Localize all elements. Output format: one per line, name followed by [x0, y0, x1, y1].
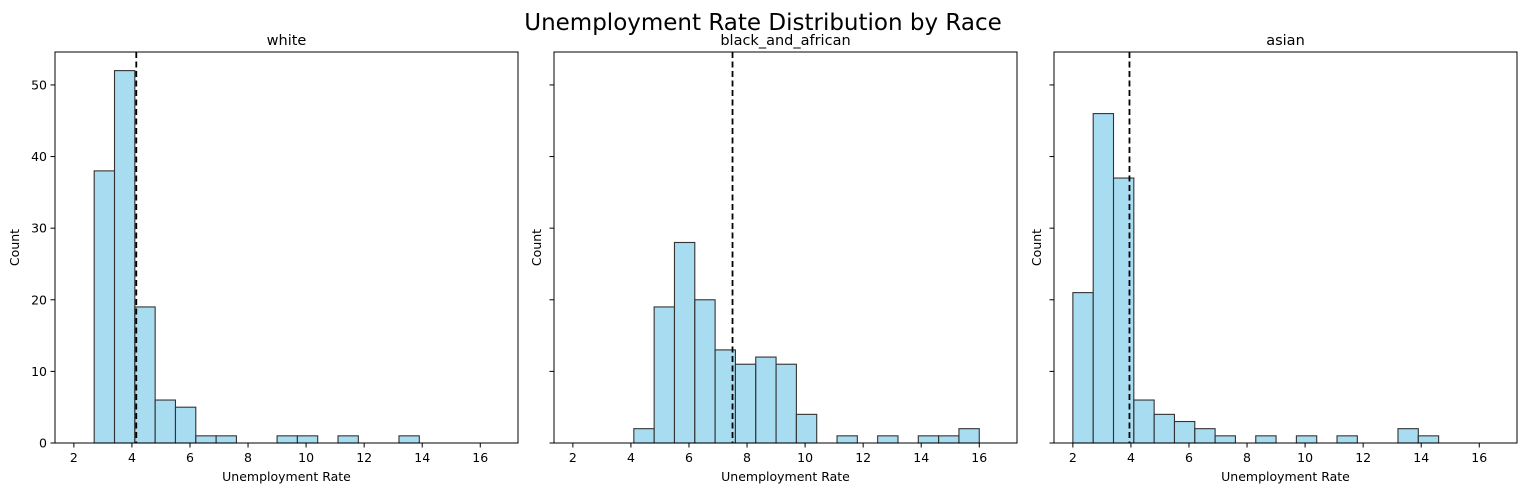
x-tick-label: 16 [1471, 450, 1487, 465]
y-tick-label: 10 [31, 364, 47, 379]
x-tick-label: 6 [685, 450, 693, 465]
histogram-bar [1214, 435, 1236, 444]
x-tick-label: 16 [971, 450, 987, 465]
histogram-bar [215, 435, 237, 444]
panel-1: 2 4 6 8 10 12 14 16 0 10 20 30 40 50 white Unemployment… [7, 33, 519, 484]
x-tick-label: 6 [1185, 450, 1193, 465]
histogram-bar [958, 428, 980, 444]
y-tick-label: 40 [31, 149, 47, 164]
x-tick-label: 8 [743, 450, 751, 465]
histogram-bar [653, 306, 676, 444]
x-tick-label: 2 [70, 450, 78, 465]
histogram-bar [276, 435, 298, 444]
histogram-bar [836, 435, 858, 444]
x-tick-label: 4 [128, 450, 136, 465]
x-tick-label: 12 [1355, 450, 1371, 465]
histogram-bar [113, 70, 136, 444]
y-tick-label: 30 [31, 221, 47, 236]
x-tick-label: 10 [298, 450, 314, 465]
x-tick-label: 4 [1127, 450, 1135, 465]
histogram-bar [1255, 435, 1277, 444]
histogram-bar [398, 435, 420, 444]
axes-frame [54, 51, 519, 444]
x-tick-label: 14 [1413, 450, 1429, 465]
figure-title: Unemployment Rate Distribution by Race [524, 10, 1002, 36]
histogram-bar [795, 413, 818, 444]
histogram-bar [877, 435, 899, 444]
y-tick-label: 0 [39, 436, 47, 451]
histogram-bar [337, 435, 359, 444]
y-tick-label: 20 [31, 292, 47, 307]
subplot-title: black_and_african [720, 33, 850, 49]
x-tick-label: 2 [569, 450, 577, 465]
x-tick-label: 8 [244, 450, 252, 465]
histogram-bar [734, 363, 757, 444]
histogram-bar [1397, 428, 1419, 444]
x-tick-label: 2 [1069, 450, 1077, 465]
histogram-bar [296, 435, 319, 444]
x-tick-label: 8 [1243, 450, 1251, 465]
x-axis-label: Unemployment Rate [721, 469, 850, 484]
histogram-bar [1112, 177, 1135, 444]
histogram-bar [1336, 435, 1358, 444]
x-tick-label: 6 [186, 450, 194, 465]
x-tick-label: 12 [356, 450, 372, 465]
x-axis-label: Unemployment Rate [1221, 469, 1350, 484]
histogram-bar [1153, 413, 1176, 444]
x-tick-label: 14 [913, 450, 929, 465]
histogram-bar [775, 363, 797, 444]
x-tick-label: 12 [855, 450, 871, 465]
histogram-bar [1417, 435, 1440, 444]
y-axis-label: Count [1029, 229, 1044, 266]
histogram-bar [917, 435, 940, 444]
axes-frame [553, 51, 1018, 444]
histogram-bar [938, 435, 960, 444]
x-tick-label: 10 [797, 450, 813, 465]
histogram-bar [154, 399, 177, 444]
histogram-bar [1133, 399, 1155, 444]
panel-2: 2 4 6 8 10 12 14 16 black_and_african Unemploymen… [529, 33, 1018, 484]
histogram-bar [93, 170, 116, 444]
histogram-bar [694, 299, 716, 444]
x-tick-label: 4 [627, 450, 635, 465]
y-axis-label: Count [529, 229, 544, 266]
histogram-bar [633, 428, 655, 444]
histogram-bar [134, 306, 156, 444]
x-tick-label: 16 [472, 450, 488, 465]
axes-frame [1053, 51, 1518, 444]
histogram-bar [1173, 420, 1196, 444]
histogram-bar [195, 435, 217, 444]
histogram-bar [673, 241, 696, 444]
histogram-bar [1295, 435, 1318, 444]
x-tick-label: 14 [414, 450, 430, 465]
panel-3: 2 4 6 8 10 12 14 16 asian Unemployment Rate Count [1029, 33, 1518, 484]
histogram-bar [1194, 428, 1216, 444]
x-tick-label: 10 [1297, 450, 1313, 465]
histogram-bar [1092, 113, 1115, 444]
x-axis-label: Unemployment Rate [222, 469, 351, 484]
histogram-bar [174, 406, 197, 444]
histogram-bar [755, 356, 777, 444]
histogram-bar [1072, 292, 1094, 444]
subplot-title: white [267, 33, 307, 49]
y-tick-label: 50 [31, 77, 47, 92]
subplot-title: asian [1266, 33, 1305, 49]
y-axis-label: Count [7, 229, 22, 266]
